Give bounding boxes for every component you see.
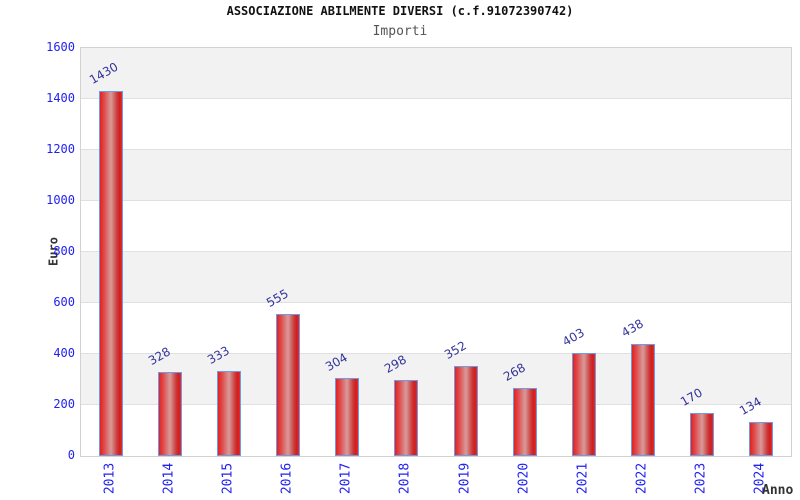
x-tick-label: 2018 bbox=[397, 462, 413, 495]
chart-subtitle: Importi bbox=[372, 24, 428, 39]
gridline bbox=[81, 353, 791, 354]
bar bbox=[453, 366, 478, 456]
x-axis-title: Anno bbox=[762, 483, 794, 498]
plot-band bbox=[81, 99, 791, 150]
y-tick-label: 1600 bbox=[46, 40, 75, 54]
gridline bbox=[81, 200, 791, 201]
plot-band bbox=[81, 303, 791, 354]
bar bbox=[98, 91, 123, 456]
plot-band bbox=[81, 201, 791, 252]
gridline bbox=[81, 149, 791, 150]
bar bbox=[335, 378, 360, 456]
x-tick-label: 2019 bbox=[457, 462, 473, 495]
bar bbox=[749, 421, 774, 456]
plot-area: 1430 328 333 555 304 298 352 268 403 438 170 134 bbox=[80, 47, 792, 457]
y-tick-label: 400 bbox=[53, 346, 75, 360]
y-tick-label: 1400 bbox=[46, 91, 75, 105]
gridline bbox=[81, 251, 791, 252]
x-tick-label: 2023 bbox=[693, 462, 709, 495]
bar bbox=[690, 412, 715, 456]
gridline bbox=[81, 302, 791, 303]
y-tick-label: 1000 bbox=[46, 193, 75, 207]
gridline bbox=[81, 98, 791, 99]
bar bbox=[631, 344, 656, 456]
gridline bbox=[81, 404, 791, 405]
y-tick-label: 0 bbox=[67, 448, 75, 462]
bar bbox=[394, 380, 419, 456]
x-tick-label: 2013 bbox=[102, 462, 118, 495]
bar bbox=[276, 314, 301, 456]
chart-title: ASSOCIAZIONE ABILMENTE DIVERSI (c.f.9107… bbox=[226, 4, 574, 18]
x-tick-label: 2022 bbox=[634, 462, 650, 495]
bar bbox=[571, 353, 596, 456]
plot-band bbox=[81, 405, 791, 456]
plot-band bbox=[81, 48, 791, 99]
x-tick-label: 2017 bbox=[338, 462, 354, 495]
bar bbox=[512, 387, 537, 456]
plot-band bbox=[81, 354, 791, 405]
x-tick-label: 2014 bbox=[161, 462, 177, 495]
plot-band bbox=[81, 150, 791, 201]
x-tick-label: 2020 bbox=[516, 462, 532, 495]
plot-band bbox=[81, 252, 791, 303]
x-tick-label: 2021 bbox=[575, 462, 591, 495]
y-tick-label: 1200 bbox=[46, 142, 75, 156]
bar bbox=[157, 372, 182, 456]
y-tick-label: 600 bbox=[53, 295, 75, 309]
x-tick-label: 2016 bbox=[279, 462, 295, 495]
bar bbox=[216, 371, 241, 456]
x-tick-label: 2015 bbox=[220, 462, 236, 495]
y-tick-label: 800 bbox=[53, 244, 75, 258]
y-tick-label: 200 bbox=[53, 397, 75, 411]
